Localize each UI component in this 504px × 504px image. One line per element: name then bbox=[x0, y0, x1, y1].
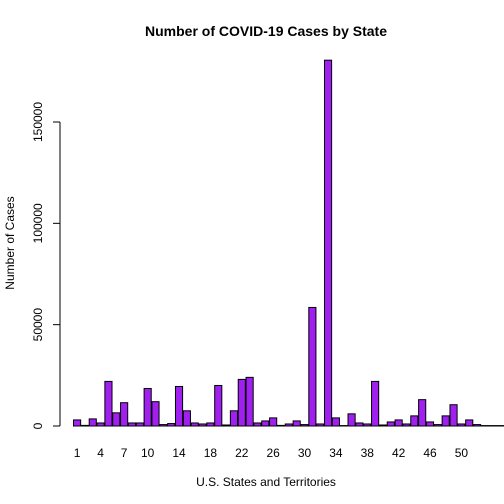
x-tick-label: 26 bbox=[266, 446, 280, 460]
bar-state-10 bbox=[143, 388, 152, 427]
x-tick-label: 50 bbox=[455, 446, 469, 460]
bar-state-1 bbox=[73, 419, 82, 427]
bar-state-6 bbox=[112, 412, 121, 427]
bar-state-48 bbox=[441, 415, 450, 427]
bar-state-9 bbox=[135, 422, 144, 427]
chart-title: Number of COVID-19 Cases by State bbox=[145, 23, 387, 39]
x-tick-label: 18 bbox=[204, 446, 218, 460]
bar-state-18 bbox=[206, 422, 215, 427]
bar-state-24 bbox=[253, 422, 262, 427]
bar-state-47 bbox=[433, 424, 442, 427]
bar-state-46 bbox=[425, 421, 435, 427]
bar-state-17 bbox=[198, 423, 207, 427]
bar-state-51 bbox=[465, 419, 474, 427]
bar-state-38 bbox=[363, 423, 372, 427]
bars bbox=[73, 59, 504, 427]
bar-state-12 bbox=[159, 424, 168, 427]
bar-state-45 bbox=[418, 399, 427, 427]
bar-state-14 bbox=[174, 385, 184, 427]
bar-state-37 bbox=[355, 422, 364, 427]
x-tick-label: 38 bbox=[361, 446, 375, 460]
bar-state-41 bbox=[386, 421, 395, 427]
y-tick-label: 0 bbox=[31, 422, 45, 429]
bar-state-26 bbox=[269, 417, 278, 427]
bar-state-42 bbox=[394, 419, 403, 427]
y-tick-label: 150000 bbox=[31, 102, 45, 142]
bar-state-15 bbox=[182, 410, 191, 427]
bar-state-5 bbox=[104, 380, 113, 427]
y-tick-label: 50000 bbox=[31, 308, 45, 342]
x-axis-label: U.S. States and Territories bbox=[196, 475, 336, 489]
x-tick-label: 10 bbox=[141, 446, 155, 460]
x-tick-label: 46 bbox=[423, 446, 437, 460]
bar-state-28 bbox=[284, 423, 293, 427]
bar-state-34 bbox=[331, 417, 340, 427]
bar-state-19 bbox=[214, 384, 223, 427]
bar-state-21 bbox=[229, 410, 238, 427]
x-axis: 1 4 7 10 14 18 22 26 30 34 38 42 46 50 bbox=[74, 446, 469, 460]
bar-state-29 bbox=[292, 420, 301, 427]
y-tick-label: 100000 bbox=[31, 203, 45, 243]
bar-state-43 bbox=[402, 423, 411, 427]
x-tick-label: 14 bbox=[172, 446, 186, 460]
x-tick-label: 34 bbox=[329, 446, 343, 460]
bar-state-16 bbox=[190, 422, 199, 427]
bar-state-4 bbox=[96, 422, 105, 427]
bar-state-49 bbox=[449, 404, 458, 427]
bar-state-27 bbox=[276, 424, 286, 427]
bar-state-30 bbox=[300, 424, 309, 427]
bar-state-31 bbox=[308, 306, 317, 427]
bar-state-33 bbox=[323, 59, 333, 427]
bar-state-7 bbox=[120, 402, 129, 427]
bar-state-22 bbox=[237, 378, 246, 427]
x-tick-label: 30 bbox=[298, 446, 312, 460]
bar-state-39 bbox=[371, 380, 380, 427]
bar-state-23 bbox=[245, 376, 254, 427]
bar-state-52 bbox=[473, 424, 482, 427]
bar-state-50 bbox=[457, 423, 466, 427]
x-tick-label: 7 bbox=[121, 446, 128, 460]
x-tick-label: 1 bbox=[74, 446, 81, 460]
bar-state-2 bbox=[80, 424, 89, 427]
y-axis: 0 50000 100000 150000 bbox=[31, 102, 61, 429]
x-tick-label: 22 bbox=[235, 446, 249, 460]
bar-state-25 bbox=[261, 420, 270, 427]
y-axis-label: Number of Cases bbox=[3, 196, 17, 289]
bar-state-11 bbox=[151, 401, 160, 427]
bar-state-32 bbox=[316, 423, 325, 427]
bar-state-8 bbox=[127, 422, 137, 427]
bar-state-13 bbox=[167, 423, 176, 427]
bar-state-44 bbox=[410, 415, 419, 427]
bar-state-40 bbox=[378, 424, 388, 427]
x-tick-label: 42 bbox=[392, 446, 406, 460]
bar-state-36 bbox=[347, 413, 356, 427]
bar-state-3 bbox=[88, 418, 97, 427]
x-tick-label: 4 bbox=[97, 446, 104, 460]
bar-state-20 bbox=[222, 424, 231, 427]
